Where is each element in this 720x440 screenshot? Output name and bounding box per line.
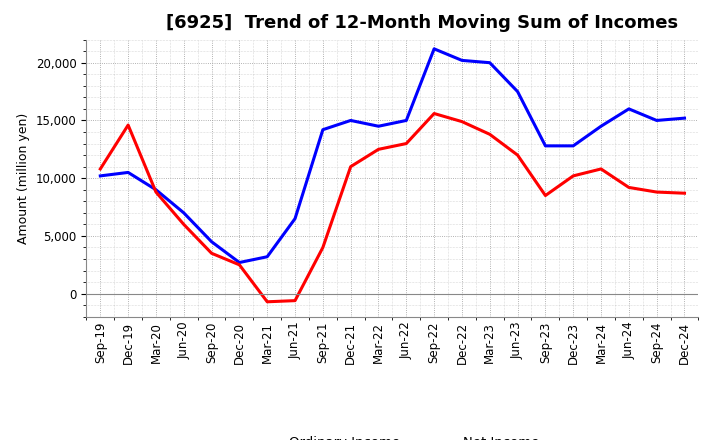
Net Income	[485, 132, 494, 137]
Net Income	[430, 111, 438, 116]
Net Income	[513, 152, 522, 158]
Ordinary Income	[374, 124, 383, 129]
Net Income	[624, 185, 633, 190]
Net Income	[346, 164, 355, 169]
Net Income	[680, 191, 689, 196]
Ordinary Income	[96, 173, 104, 179]
Net Income	[291, 298, 300, 303]
Net Income	[152, 189, 161, 194]
Ordinary Income	[458, 58, 467, 63]
Net Income	[458, 119, 467, 124]
Ordinary Income	[541, 143, 550, 148]
Text: [6925]  Trend of 12-Month Moving Sum of Incomes: [6925] Trend of 12-Month Moving Sum of I…	[166, 15, 678, 33]
Ordinary Income	[235, 260, 243, 265]
Ordinary Income	[291, 216, 300, 221]
Ordinary Income	[597, 124, 606, 129]
Ordinary Income	[652, 118, 661, 123]
Line: Ordinary Income: Ordinary Income	[100, 49, 685, 263]
Net Income	[652, 189, 661, 194]
Net Income	[569, 173, 577, 179]
Net Income	[318, 245, 327, 250]
Ordinary Income	[207, 239, 216, 244]
Ordinary Income	[152, 187, 161, 192]
Ordinary Income	[179, 210, 188, 216]
Ordinary Income	[430, 46, 438, 51]
Ordinary Income	[402, 118, 410, 123]
Net Income	[124, 122, 132, 128]
Line: Net Income: Net Income	[100, 114, 685, 302]
Net Income	[263, 299, 271, 304]
Ordinary Income	[513, 89, 522, 94]
Ordinary Income	[318, 127, 327, 132]
Net Income	[402, 141, 410, 146]
Ordinary Income	[263, 254, 271, 259]
Ordinary Income	[485, 60, 494, 65]
Net Income	[541, 193, 550, 198]
Ordinary Income	[346, 118, 355, 123]
Y-axis label: Amount (million yen): Amount (million yen)	[17, 113, 30, 244]
Net Income	[207, 251, 216, 256]
Net Income	[235, 262, 243, 268]
Net Income	[96, 166, 104, 172]
Net Income	[179, 222, 188, 227]
Ordinary Income	[624, 106, 633, 111]
Net Income	[374, 147, 383, 152]
Ordinary Income	[124, 170, 132, 175]
Net Income	[597, 166, 606, 172]
Legend: Ordinary Income, Net Income: Ordinary Income, Net Income	[240, 431, 545, 440]
Ordinary Income	[680, 115, 689, 121]
Ordinary Income	[569, 143, 577, 148]
